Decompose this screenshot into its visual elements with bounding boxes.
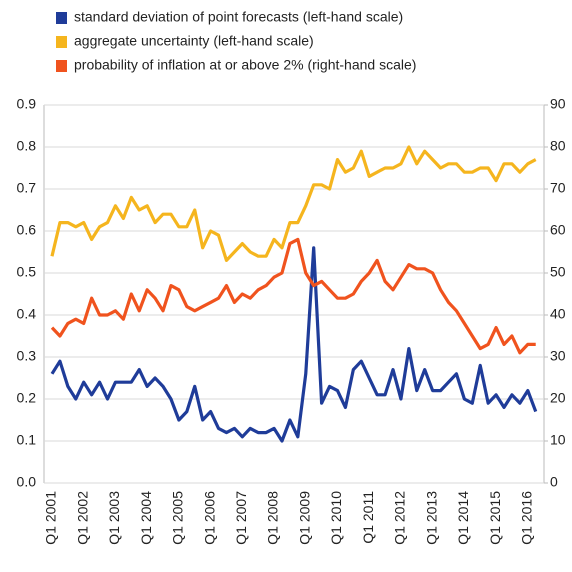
- x-tick-label: Q1 2016: [519, 491, 535, 545]
- x-tick-label: Q1 2004: [138, 491, 154, 545]
- legend-label: aggregate uncertainty (left-hand scale): [74, 33, 314, 49]
- y-tick-label: 0.6: [17, 222, 37, 238]
- y-tick-label: 0.4: [17, 306, 37, 322]
- y-tick-label: 0.5: [17, 264, 37, 280]
- legend-label: standard deviation of point forecasts (l…: [74, 9, 403, 25]
- y-tick-label: 0.8: [17, 138, 37, 154]
- series-line: [50, 145, 537, 262]
- x-tick-label: Q1 2009: [296, 491, 312, 545]
- x-tick-label: Q1 2012: [392, 491, 408, 545]
- y2-tick-label: 70: [550, 180, 566, 196]
- x-tick-label: Q1 2002: [74, 491, 90, 545]
- x-tick-label: Q1 2003: [106, 491, 122, 545]
- x-tick-label: Q1 2011: [360, 491, 376, 544]
- x-tick-label: Q1 2006: [201, 491, 217, 545]
- y-tick-label: 0.0: [17, 474, 37, 490]
- y-tick-label: 0.7: [17, 180, 37, 196]
- legend-swatch: [56, 36, 67, 48]
- x-tick-label: Q1 2015: [487, 491, 503, 545]
- y-tick-label: 0.1: [17, 432, 37, 448]
- y2-tick-label: 20: [550, 390, 566, 406]
- legend-swatch: [56, 12, 67, 24]
- legend-label: probability of inflation at or above 2% …: [74, 57, 416, 73]
- x-tick-label: Q1 2005: [170, 491, 186, 545]
- y2-tick-label: 90: [550, 96, 566, 112]
- legend-swatch: [56, 60, 67, 72]
- y-tick-label: 0.9: [17, 96, 37, 112]
- y2-tick-label: 10: [550, 432, 566, 448]
- x-tick-label: Q1 2001: [43, 491, 59, 545]
- y-tick-label: 0.2: [17, 390, 37, 406]
- x-tick-label: Q1 2008: [265, 491, 281, 545]
- x-tick-label: Q1 2007: [233, 491, 249, 545]
- y2-tick-label: 50: [550, 264, 566, 280]
- x-tick-label: Q1 2014: [455, 491, 471, 545]
- y2-tick-label: 30: [550, 348, 566, 364]
- x-tick-label: Q1 2013: [423, 491, 439, 545]
- y2-tick-label: 60: [550, 222, 566, 238]
- y2-tick-label: 0: [550, 474, 558, 490]
- y-tick-label: 0.3: [17, 348, 37, 364]
- y2-tick-label: 80: [550, 138, 566, 154]
- series-line: [50, 237, 536, 355]
- series-line: [50, 246, 538, 443]
- y2-tick-label: 40: [550, 306, 566, 322]
- x-tick-label: Q1 2010: [328, 491, 344, 545]
